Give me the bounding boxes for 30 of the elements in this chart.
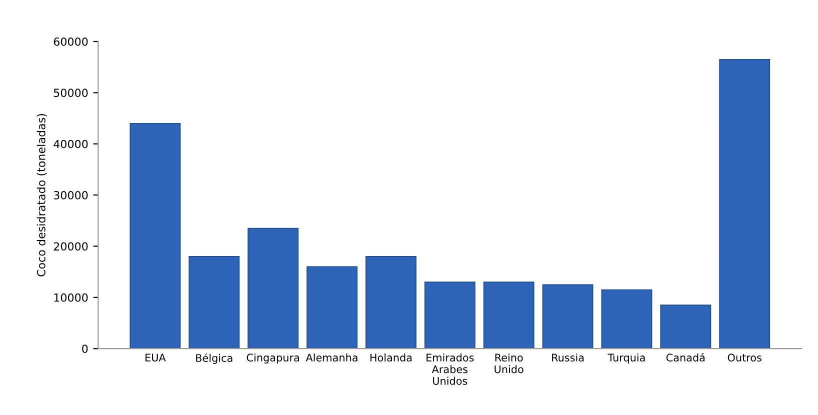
x-tick-label: Emirados Arabes Unidos (426, 353, 474, 385)
x-tick-label: EUA (146, 354, 166, 362)
bar (601, 289, 652, 349)
bar (660, 304, 712, 349)
y-tick-label: 60000 (54, 37, 88, 46)
bar (719, 58, 770, 349)
bar (365, 256, 416, 349)
y-axis-title: Coco desidratado (toneladas) (36, 114, 47, 276)
x-tick-label: Reino Unido (494, 353, 524, 374)
x-tick-label: Cingapura (246, 353, 299, 364)
x-tick-label: Alemanha (306, 353, 358, 362)
bar (188, 256, 240, 349)
y-tick-label: 30000 (54, 191, 88, 200)
bar (542, 284, 594, 349)
bar (483, 282, 534, 349)
y-tick-label: 10000 (54, 293, 88, 302)
y-tick-label: 20000 (54, 242, 88, 251)
x-tick-label: Russia (552, 353, 584, 362)
y-tick-label: 40000 (54, 140, 88, 148)
x-tick-label: Canadá (666, 353, 705, 362)
y-tick-label: 0 (82, 344, 88, 353)
bar (306, 266, 358, 349)
x-tick-label: Turquia (608, 353, 645, 364)
bar (424, 282, 476, 349)
x-tick-label: Bélgica (196, 353, 232, 364)
x-tick-label: Holanda (370, 353, 412, 362)
x-tick-label: Outros (728, 354, 762, 362)
bar (248, 228, 299, 349)
bar (130, 122, 181, 349)
y-tick-label: 50000 (54, 88, 88, 98)
